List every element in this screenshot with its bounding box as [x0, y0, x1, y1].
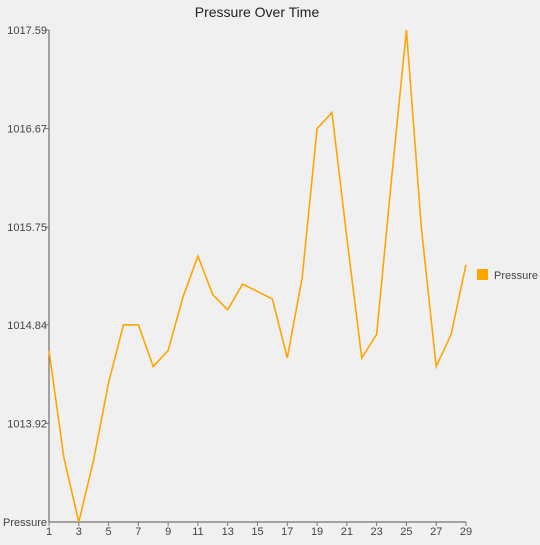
- x-tick-label: 5: [106, 526, 112, 538]
- x-tick-label: 11: [192, 526, 203, 538]
- y-axis-ticks: 1013.92 1014.84 1015.75 1016.67 1017.59: [7, 25, 49, 430]
- y-tick-label: 1013.92: [7, 418, 47, 430]
- data-point[interactable]: [300, 275, 305, 280]
- data-point[interactable]: [76, 520, 81, 525]
- data-point[interactable]: [136, 322, 141, 327]
- y-tick-label: 1016.67: [7, 124, 47, 136]
- y-tick-label: 1015.75: [7, 222, 47, 234]
- data-point[interactable]: [106, 380, 111, 385]
- y-axis-label: Pressure: [3, 517, 47, 529]
- y-tick-label: 1014.84: [7, 320, 47, 332]
- data-point[interactable]: [434, 364, 439, 369]
- y-tick-label: 1017.59: [7, 25, 47, 37]
- x-tick-label: 25: [400, 526, 412, 538]
- data-point[interactable]: [225, 307, 230, 312]
- x-tick-label: 1: [46, 526, 52, 538]
- data-point[interactable]: [329, 110, 334, 115]
- data-point[interactable]: [449, 332, 454, 337]
- legend[interactable]: Pressure: [477, 269, 538, 282]
- data-point[interactable]: [91, 457, 96, 462]
- x-tick-label: 7: [135, 526, 141, 538]
- x-tick-label: 27: [430, 526, 442, 538]
- x-tick-label: 17: [281, 526, 293, 538]
- data-point[interactable]: [419, 225, 424, 230]
- data-point[interactable]: [315, 126, 320, 131]
- x-tick-label: 15: [251, 526, 263, 538]
- data-point[interactable]: [359, 356, 364, 361]
- data-point[interactable]: [240, 282, 245, 287]
- x-tick-label: 9: [165, 526, 171, 538]
- x-tick-label: 3: [76, 526, 82, 538]
- data-point[interactable]: [374, 332, 379, 337]
- legend-label-pressure: Pressure: [494, 270, 538, 282]
- data-point[interactable]: [151, 364, 156, 369]
- data-point[interactable]: [344, 235, 349, 240]
- x-tick-label: 21: [341, 526, 353, 538]
- data-point[interactable]: [195, 254, 200, 259]
- series-line-pressure[interactable]: [48, 29, 467, 523]
- data-point[interactable]: [255, 289, 260, 294]
- data-point[interactable]: [47, 348, 52, 353]
- data-point[interactable]: [61, 455, 66, 460]
- data-point[interactable]: [270, 297, 275, 302]
- data-point[interactable]: [404, 28, 409, 33]
- series-group: [47, 28, 469, 525]
- data-point[interactable]: [210, 292, 215, 297]
- x-axis-ticks: 1 3 5 7 9 11 13 15 17 19 21 23 25 27 29: [46, 522, 472, 538]
- x-tick-label: 13: [222, 526, 234, 538]
- x-tick-label: 23: [371, 526, 383, 538]
- data-point[interactable]: [166, 348, 171, 353]
- chart-title: Pressure Over Time: [195, 4, 320, 20]
- data-point[interactable]: [285, 356, 290, 361]
- legend-swatch-pressure: [477, 269, 488, 280]
- x-tick-label: 19: [311, 526, 323, 538]
- data-point[interactable]: [464, 262, 469, 267]
- data-point[interactable]: [121, 322, 126, 327]
- data-point[interactable]: [181, 294, 186, 299]
- data-point[interactable]: [389, 176, 394, 181]
- x-tick-label: 29: [460, 526, 472, 538]
